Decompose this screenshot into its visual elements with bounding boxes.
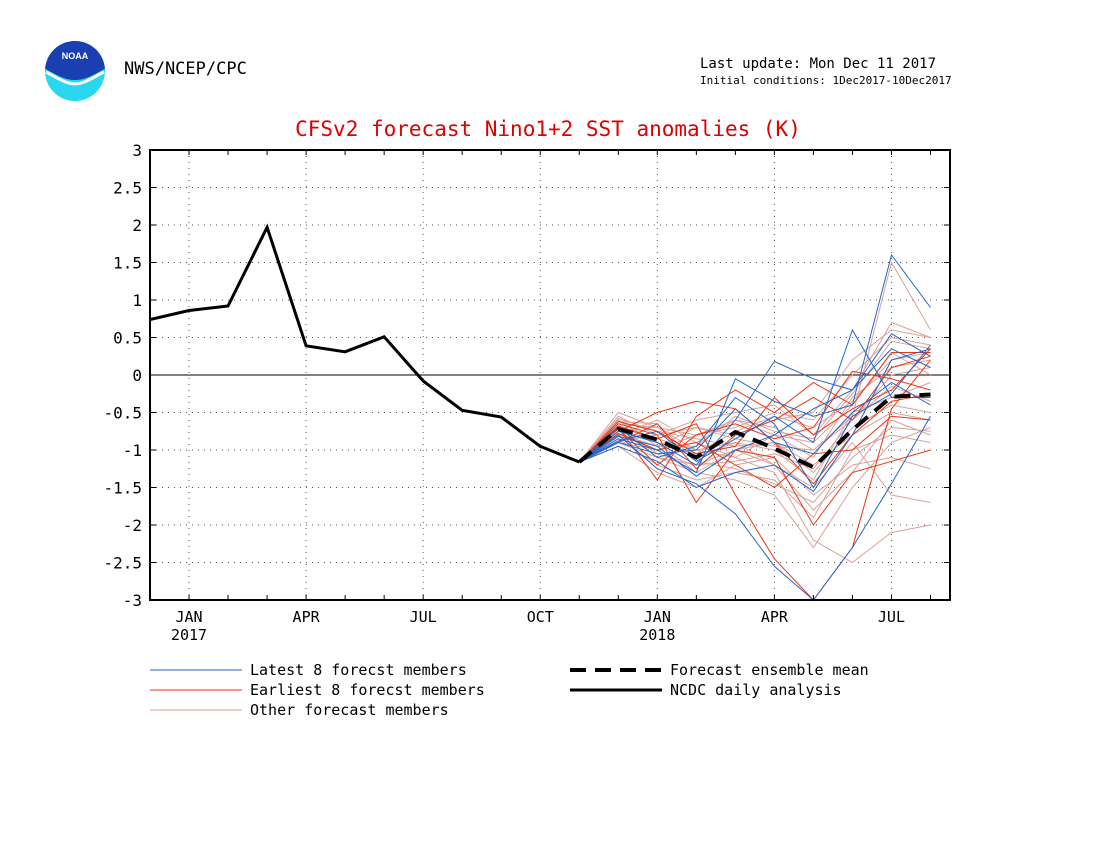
y-tick-label: 0 [132, 366, 142, 385]
y-tick-label: -1 [123, 441, 142, 460]
y-tick-label: -2 [123, 516, 142, 535]
latest-member-line [578, 333, 931, 466]
other-member-line [579, 445, 931, 496]
latest-members-group [578, 253, 931, 600]
observed-analysis-line [150, 223, 580, 464]
other-member-line [578, 419, 931, 549]
initial-conditions-text: Initial conditions: 1Dec2017-10Dec2017 [700, 74, 952, 87]
legend-label-mean: Forecast ensemble mean [670, 661, 869, 679]
x-tick-label: APR [293, 608, 321, 626]
noaa-logo: NOAA [45, 41, 105, 101]
grid-lines [150, 150, 950, 600]
y-tick-label: -1.5 [103, 479, 142, 498]
x-tick-label: OCT [527, 608, 554, 626]
y-tick-label: 1.5 [113, 254, 142, 273]
logo-upper-band [45, 41, 105, 80]
chart-title: CFSv2 forecast Nino1+2 SST anomalies (K) [295, 117, 801, 141]
y-tick-label: 3 [132, 141, 142, 160]
logo-text: NOAA [62, 51, 89, 61]
main-series-group [150, 223, 931, 470]
x-tick-label: JAN [644, 608, 671, 626]
earliest-member-line [578, 348, 931, 463]
earliest-member-line [578, 359, 931, 600]
latest-member-line [579, 328, 931, 463]
y-tick-label: -2.5 [103, 554, 142, 573]
y-tick-label: 0.5 [113, 329, 142, 348]
earliest-member-line [578, 423, 931, 526]
last-update-text: Last update: Mon Dec 11 2017 [700, 56, 937, 72]
x-tick-label: JUL [878, 608, 905, 626]
y-tick-label: 2.5 [113, 179, 142, 198]
x-tick-label: JAN [175, 608, 202, 626]
other-member-line [579, 336, 931, 463]
x-tick-label: JUL [410, 608, 437, 626]
x-tick-label: APR [761, 608, 789, 626]
y-tick-label: -3 [123, 591, 142, 610]
legend-label-latest: Latest 8 forecst members [250, 661, 467, 679]
legend-label-earliest: Earliest 8 forecst members [250, 681, 485, 699]
legend-label-observed: NCDC daily analysis [670, 681, 842, 699]
legend-label-other: Other forecast members [250, 701, 449, 719]
latest-member-line [579, 381, 931, 463]
legend: Latest 8 forecst members Earliest 8 forec… [150, 661, 869, 719]
earliest-member-line [578, 370, 931, 466]
latest-member-line [578, 344, 931, 489]
y-tick-label: -0.5 [103, 404, 142, 423]
x-tick-year-label: 2018 [639, 626, 675, 644]
y-tick-label: 1 [132, 291, 142, 310]
x-tick-year-label: 2017 [171, 626, 207, 644]
other-member-line [578, 411, 931, 466]
latest-member-line [579, 416, 931, 600]
latest-member-line [579, 348, 931, 477]
axes-group: 32.521.510.50-0.5-1-1.5-2-2.5-3JAN2017AP… [103, 141, 951, 644]
other-member-line [579, 340, 931, 463]
ensemble-mean-line [578, 392, 931, 470]
agency-label: NWS/NCEP/CPC [124, 59, 247, 79]
y-tick-label: 2 [132, 216, 142, 235]
